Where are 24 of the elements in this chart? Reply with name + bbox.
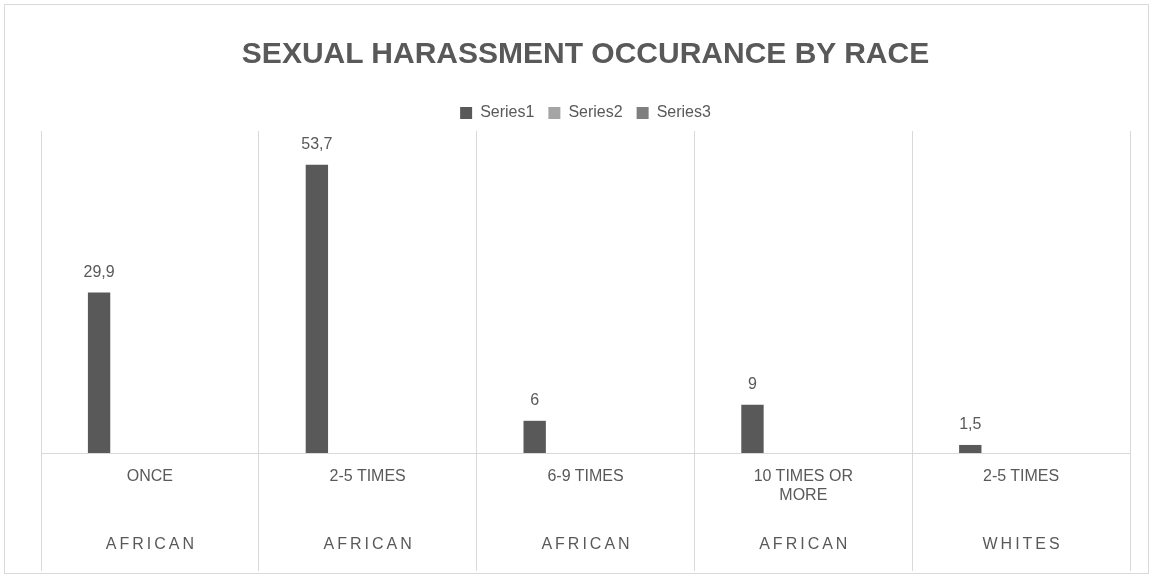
bar <box>523 420 546 453</box>
x-tick-label: 2-5 TIMES <box>329 467 406 485</box>
data-label: 53,7 <box>301 135 333 153</box>
data-label: 29,9 <box>83 262 115 280</box>
legend-label: Series1 <box>480 103 535 121</box>
legend-label: Series2 <box>568 103 623 121</box>
legend-label: Series3 <box>656 103 711 121</box>
bar <box>305 164 329 453</box>
bar <box>959 444 982 453</box>
x-tick-label: 2-5 TIMES <box>983 467 1060 485</box>
x-tick-label: 6-9 TIMES <box>547 467 624 485</box>
text: AFRICAN <box>541 535 633 553</box>
text: WHITES <box>982 535 1063 553</box>
bar <box>87 292 111 453</box>
data-label: 6 <box>530 391 540 409</box>
chart-title: SEXUAL HARASSMENT OCCURANCE BY RACE <box>241 36 930 70</box>
text: AFRICAN <box>323 535 415 553</box>
x-tick-label: 10 TIMES OR MORE <box>753 467 853 504</box>
x-tick-label: ONCE <box>126 467 174 485</box>
data-label: 9 <box>748 375 758 393</box>
bar <box>741 404 764 453</box>
data-label: 1,5 <box>959 415 982 433</box>
text: AFRICAN <box>759 535 851 553</box>
text: AFRICAN <box>105 535 198 553</box>
